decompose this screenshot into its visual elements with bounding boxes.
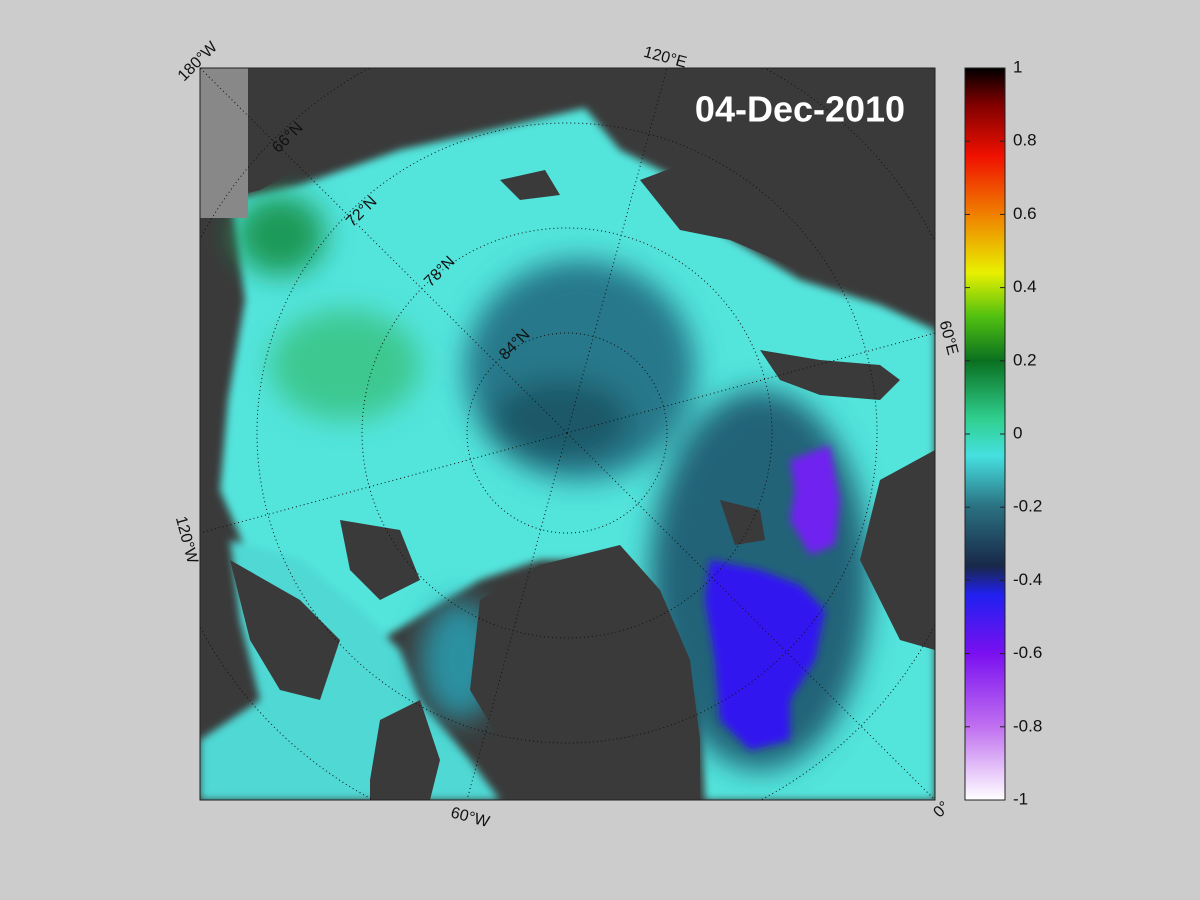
longitude-label: 60°W — [449, 804, 492, 831]
colorbar-tick-label: 0.8 — [1013, 131, 1037, 150]
colorbar-tick-label: -0.8 — [1013, 716, 1042, 735]
longitude-label: 60°E — [936, 319, 961, 357]
colorbar-tick-label: 1 — [1013, 57, 1022, 76]
colorbar-tick-label: -1 — [1013, 789, 1028, 808]
colorbar-tick-label: -0.2 — [1013, 497, 1042, 516]
colorbar-tick-label: 0.6 — [1013, 204, 1037, 223]
no-data — [200, 68, 248, 218]
colorbar-tick-label: 0.4 — [1013, 277, 1037, 296]
colorbar-tick-label: -0.6 — [1013, 643, 1042, 662]
colorbar-tick-label: 0.2 — [1013, 350, 1037, 369]
colorbar — [964, 67, 1006, 801]
negative-anomaly — [705, 445, 840, 750]
longitude-label: 120°E — [642, 44, 689, 72]
landmasses — [200, 68, 935, 800]
colorbar-tick-label: 0 — [1013, 423, 1022, 442]
date-title: 04-Dec-2010 — [695, 89, 905, 130]
longitude-label: 0° — [930, 798, 953, 821]
graticule — [200, 68, 935, 800]
map-frame — [199, 67, 936, 801]
colorbar-tick-label: -0.4 — [1013, 570, 1042, 589]
map — [200, 68, 935, 800]
longitude-label: 120°W — [172, 514, 201, 566]
